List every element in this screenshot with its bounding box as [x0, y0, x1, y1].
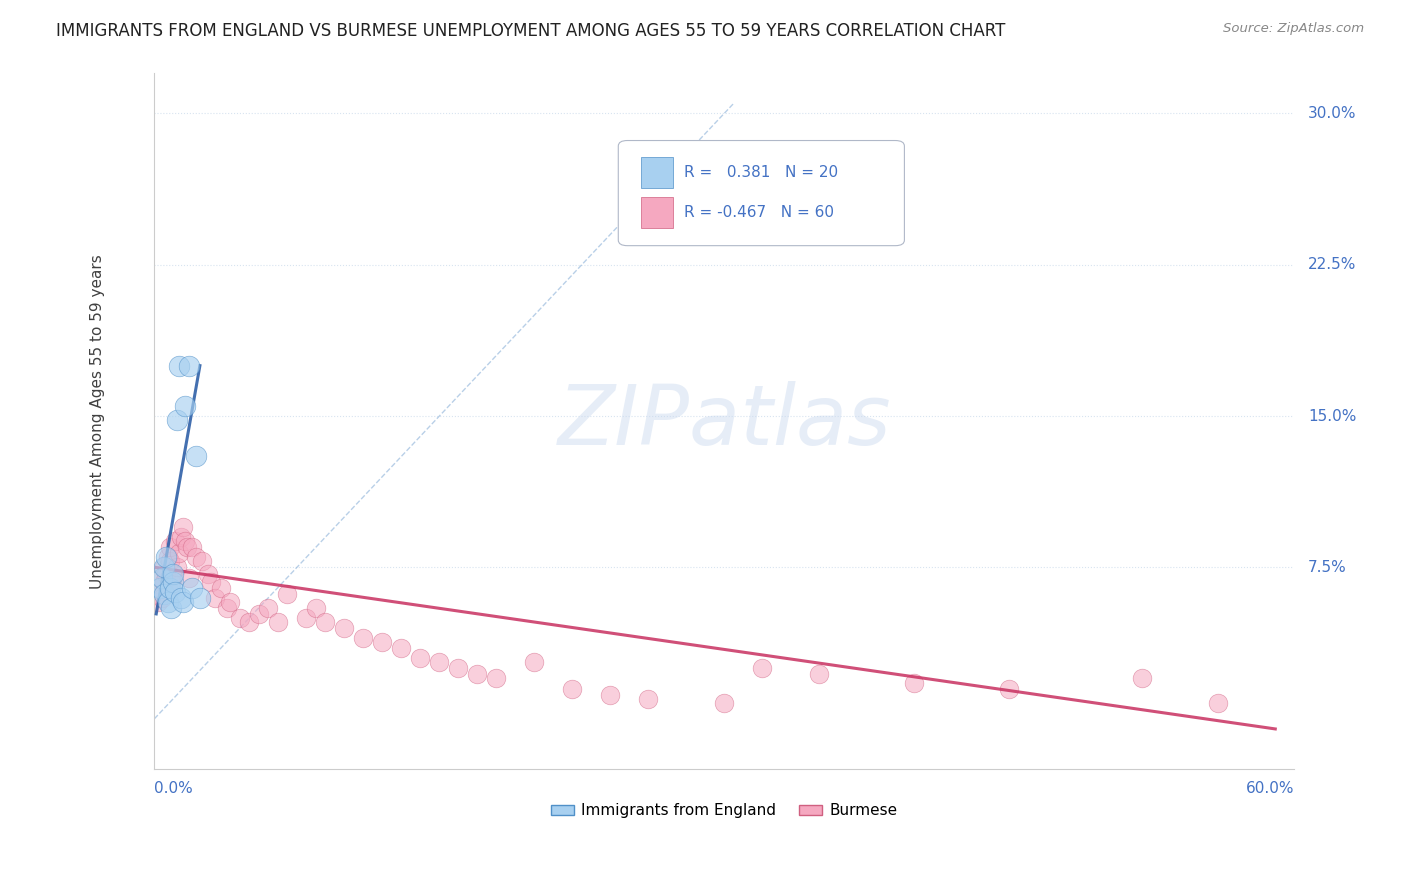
Point: [173, 534, 195, 549]
Text: IMMIGRANTS FROM ENGLAND VS BURMESE UNEMPLOYMENT AMONG AGES 55 TO 59 YEARS CORREL: IMMIGRANTS FROM ENGLAND VS BURMESE UNEMP…: [56, 22, 1005, 40]
Point: [427, 656, 450, 670]
Point: [599, 688, 621, 702]
Point: [191, 554, 214, 568]
Point: [485, 672, 508, 686]
Point: [149, 581, 172, 595]
Point: [155, 566, 177, 581]
Point: [447, 661, 470, 675]
Text: 0.0%: 0.0%: [155, 781, 193, 797]
FancyBboxPatch shape: [641, 196, 673, 228]
Point: [172, 595, 194, 609]
Text: 30.0%: 30.0%: [1308, 106, 1357, 120]
Point: [172, 520, 194, 534]
Text: 15.0%: 15.0%: [1308, 409, 1357, 424]
Point: [200, 574, 222, 589]
Point: [167, 359, 190, 373]
Text: Source: ZipAtlas.com: Source: ZipAtlas.com: [1223, 22, 1364, 36]
Point: [229, 611, 252, 625]
Text: R = -0.467   N = 60: R = -0.467 N = 60: [685, 205, 834, 219]
Point: [209, 581, 232, 595]
Point: [153, 560, 176, 574]
Point: [314, 615, 336, 629]
Text: R =   0.381   N = 20: R = 0.381 N = 20: [685, 165, 838, 180]
Point: [170, 530, 193, 544]
Point: [159, 581, 181, 595]
Point: [150, 570, 173, 584]
Point: [465, 667, 488, 681]
Point: [1206, 696, 1229, 710]
FancyBboxPatch shape: [619, 141, 904, 245]
Point: [166, 560, 188, 574]
Point: [305, 600, 328, 615]
Point: [166, 413, 188, 427]
Point: [150, 591, 173, 605]
Point: [188, 591, 211, 605]
Point: [156, 581, 179, 595]
Point: [145, 587, 167, 601]
Point: [204, 591, 226, 605]
Point: [1130, 672, 1153, 686]
Point: [352, 631, 374, 645]
Point: [713, 696, 735, 710]
Point: [184, 550, 207, 565]
Point: [150, 570, 173, 584]
Point: [162, 574, 184, 589]
Point: [153, 560, 176, 574]
Point: [215, 600, 238, 615]
Point: [165, 584, 187, 599]
Point: [170, 591, 193, 605]
Point: [751, 661, 773, 675]
Point: [247, 607, 270, 621]
Point: [903, 675, 925, 690]
Point: [159, 554, 181, 568]
Point: [176, 541, 198, 555]
Point: [156, 595, 179, 609]
Point: [295, 611, 318, 625]
Point: [389, 641, 412, 656]
Point: [371, 635, 394, 649]
Point: [998, 681, 1021, 696]
Point: [523, 656, 546, 670]
Point: [637, 691, 659, 706]
Point: [165, 534, 187, 549]
Point: [181, 541, 204, 555]
Point: [181, 581, 204, 595]
Point: [276, 587, 298, 601]
Text: 22.5%: 22.5%: [1308, 257, 1357, 272]
Point: [197, 566, 219, 581]
Point: [184, 450, 207, 464]
Legend: Immigrants from England, Burmese: Immigrants from England, Burmese: [544, 797, 904, 824]
Point: [219, 595, 242, 609]
Point: [177, 570, 200, 584]
Point: [155, 550, 177, 565]
Point: [160, 600, 183, 615]
Point: [808, 667, 831, 681]
Point: [156, 550, 179, 565]
Point: [177, 359, 200, 373]
Point: [149, 581, 172, 595]
Text: Unemployment Among Ages 55 to 59 years: Unemployment Among Ages 55 to 59 years: [90, 253, 105, 589]
Point: [162, 566, 184, 581]
Point: [146, 595, 169, 609]
Point: [159, 541, 181, 555]
Point: [173, 399, 195, 413]
Point: [238, 615, 260, 629]
Point: [257, 600, 280, 615]
FancyBboxPatch shape: [641, 157, 673, 188]
Point: [153, 587, 176, 601]
Point: [333, 621, 356, 635]
Point: [561, 681, 583, 696]
Point: [153, 574, 176, 589]
Text: ZIPatlas: ZIPatlas: [558, 381, 891, 462]
Point: [162, 566, 184, 581]
Text: 7.5%: 7.5%: [1308, 560, 1347, 575]
Point: [160, 574, 183, 589]
Point: [167, 546, 190, 560]
Point: [267, 615, 290, 629]
Point: [409, 651, 432, 665]
Text: 60.0%: 60.0%: [1246, 781, 1295, 797]
